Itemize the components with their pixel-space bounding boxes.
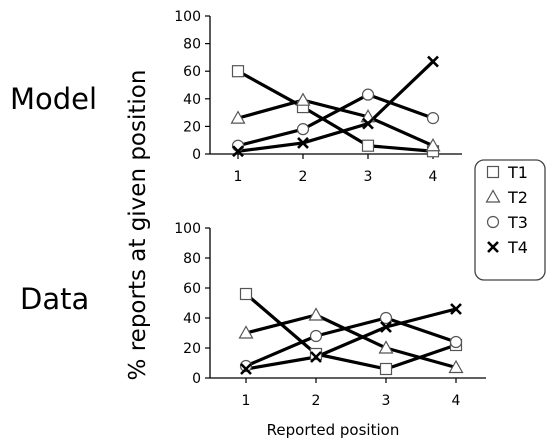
data-point-t2 <box>425 138 441 152</box>
series-line-t2 <box>245 313 457 370</box>
y-tick-label: 100 <box>174 9 201 25</box>
data-point-t2 <box>295 92 311 106</box>
data-panel-label: Data <box>20 282 90 316</box>
legend-marker-t4 <box>487 241 499 253</box>
data-point-t2 <box>308 307 324 321</box>
x-tick-label: 3 <box>364 169 373 185</box>
data-point-t4 <box>240 363 252 375</box>
y-tick-label: 80 <box>183 37 201 53</box>
data-point-t1 <box>379 362 393 376</box>
data-point-t4 <box>310 351 322 363</box>
data-point-t2 <box>238 325 254 339</box>
data-point-t3 <box>296 123 310 136</box>
y-tick-label: 40 <box>183 92 201 108</box>
data-point-t3 <box>449 335 463 349</box>
data-point-t2 <box>230 110 246 124</box>
legend-marker-t2 <box>485 189 501 203</box>
data-point-t4 <box>362 117 374 130</box>
data-chart: 0 20 40 60 80 100 1 2 3 4 <box>174 221 486 409</box>
model-chart: 0 20 40 60 80 100 1 2 3 4 <box>174 9 462 185</box>
data-point-t2 <box>378 340 394 354</box>
model-panel-label: Model <box>10 82 98 116</box>
y-tick-label: 0 <box>192 147 201 163</box>
x-axis-label: Reported position <box>266 421 400 439</box>
data-point-t4 <box>232 145 244 158</box>
legend-marker-t3 <box>486 215 500 229</box>
x-tick-label: 1 <box>242 393 251 409</box>
x-tick-label: 4 <box>452 393 461 409</box>
data-point-t3 <box>426 112 440 125</box>
y-tick-label: 0 <box>192 371 201 387</box>
data-point-t1 <box>309 347 323 361</box>
legend-label-t3: T3 <box>507 213 528 232</box>
series-line-t2 <box>237 98 434 148</box>
y-tick-label: 80 <box>183 251 201 267</box>
legend-marker-t1 <box>486 165 500 179</box>
legend-box <box>474 159 546 281</box>
data-point-t1 <box>231 65 245 78</box>
series-line-t4 <box>245 307 457 371</box>
x-tick-label: 2 <box>312 393 321 409</box>
legend-label-t1: T1 <box>507 163 528 182</box>
data-point-t1 <box>361 139 375 152</box>
y-tick-label: 20 <box>183 341 201 357</box>
legend-label-t2: T2 <box>507 188 528 207</box>
data-point-t3 <box>361 88 375 101</box>
series-line-t4 <box>237 60 435 153</box>
series-line-t3 <box>237 93 434 148</box>
data-point-t4 <box>380 321 392 333</box>
legend: T1 T2 T3 T4 <box>474 159 546 281</box>
y-tick-label: 60 <box>183 281 201 297</box>
legend-label-t4: T4 <box>507 238 528 257</box>
data-point-t3 <box>239 359 253 373</box>
x-tick-label: 4 <box>429 169 438 185</box>
y-tick-label: 40 <box>183 311 201 327</box>
y-tick-label: 100 <box>174 221 201 237</box>
series-line-t3 <box>245 316 457 368</box>
data-point-t4 <box>427 55 439 68</box>
x-tick-label: 3 <box>382 393 391 409</box>
x-tick-label: 1 <box>234 169 243 185</box>
data-point-t1 <box>239 287 253 301</box>
data-point-t4 <box>450 303 462 315</box>
data-point-t3 <box>379 311 393 325</box>
series-line-t1 <box>237 69 434 153</box>
data-point-t3 <box>309 329 323 343</box>
y-tick-label: 20 <box>183 119 201 135</box>
x-tick-label: 2 <box>299 169 308 185</box>
y-tick-label: 60 <box>183 64 201 80</box>
data-point-t4 <box>297 137 309 149</box>
data-point-t2 <box>448 359 464 374</box>
